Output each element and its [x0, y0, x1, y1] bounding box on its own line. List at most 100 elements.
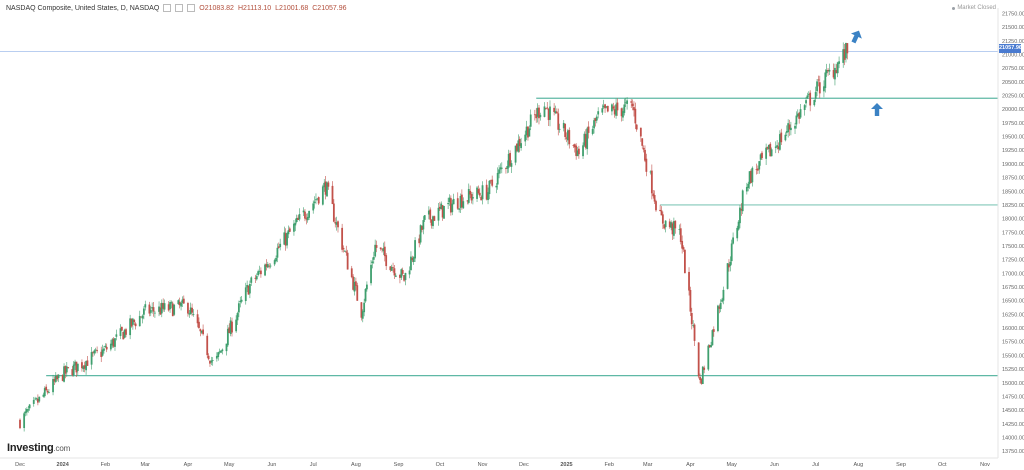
candle-body[interactable]: [312, 203, 315, 211]
candle-body[interactable]: [191, 307, 193, 313]
candle-body[interactable]: [111, 339, 114, 346]
candle-body[interactable]: [74, 361, 76, 366]
candle-body[interactable]: [689, 289, 692, 312]
candle-body[interactable]: [374, 244, 377, 257]
candle-body[interactable]: [327, 182, 330, 187]
candle-body[interactable]: [622, 111, 624, 118]
candle-body[interactable]: [664, 220, 667, 228]
candle-body[interactable]: [543, 106, 546, 117]
candle-body[interactable]: [288, 228, 291, 232]
candle-body[interactable]: [287, 230, 290, 235]
candle-body[interactable]: [297, 217, 299, 220]
candle-body[interactable]: [304, 211, 306, 219]
candle-body[interactable]: [255, 276, 258, 280]
candle-body[interactable]: [32, 399, 35, 404]
candle-body[interactable]: [210, 360, 213, 363]
candle-body[interactable]: [162, 303, 165, 309]
candle-body[interactable]: [565, 137, 568, 139]
candle-body[interactable]: [122, 331, 125, 340]
candle-body[interactable]: [103, 348, 105, 351]
candle-body[interactable]: [265, 264, 268, 267]
candle-body[interactable]: [606, 105, 609, 112]
candle-body[interactable]: [803, 105, 806, 111]
candle-body[interactable]: [144, 304, 147, 308]
candle-body[interactable]: [125, 329, 127, 335]
candle-body[interactable]: [105, 346, 108, 350]
candle-body[interactable]: [500, 167, 503, 169]
candle-body[interactable]: [192, 313, 195, 315]
candle-body[interactable]: [624, 102, 627, 104]
candle-body[interactable]: [564, 123, 567, 137]
candle-body[interactable]: [177, 300, 180, 305]
candle-body[interactable]: [65, 366, 68, 373]
candle-body[interactable]: [710, 344, 712, 348]
candle-body[interactable]: [568, 130, 571, 145]
candle-body[interactable]: [149, 309, 152, 313]
candle-body[interactable]: [293, 223, 295, 232]
candle-body[interactable]: [652, 193, 655, 197]
candle-body[interactable]: [770, 149, 773, 157]
candle-body[interactable]: [485, 184, 488, 200]
candle-body[interactable]: [722, 289, 725, 301]
candle-body[interactable]: [759, 154, 762, 160]
candle-body[interactable]: [449, 198, 452, 213]
candle-body[interactable]: [784, 134, 787, 141]
candle-body[interactable]: [649, 171, 652, 173]
candle-body[interactable]: [780, 132, 783, 143]
candle-body[interactable]: [634, 108, 637, 124]
candle-body[interactable]: [239, 300, 242, 303]
candle-body[interactable]: [313, 201, 316, 203]
candle-body[interactable]: [707, 345, 710, 370]
candle-body[interactable]: [273, 260, 276, 265]
candle-body[interactable]: [199, 329, 202, 332]
candle-body[interactable]: [181, 299, 184, 303]
candle-body[interactable]: [361, 311, 364, 319]
candle-body[interactable]: [575, 145, 578, 156]
candle-body[interactable]: [140, 316, 143, 318]
candle-body[interactable]: [160, 302, 163, 314]
candle-body[interactable]: [644, 149, 646, 161]
candle-body[interactable]: [75, 361, 78, 373]
candle-body[interactable]: [681, 240, 684, 249]
candle-body[interactable]: [382, 248, 385, 252]
candle-body[interactable]: [639, 127, 642, 137]
candle-body[interactable]: [495, 185, 498, 188]
candle-body[interactable]: [737, 221, 740, 230]
candle-body[interactable]: [24, 411, 27, 414]
candle-body[interactable]: [86, 360, 89, 366]
candle-body[interactable]: [836, 62, 839, 74]
candle-body[interactable]: [602, 105, 605, 108]
candle-body[interactable]: [524, 134, 527, 142]
candle-body[interactable]: [761, 152, 763, 159]
candle-body[interactable]: [535, 114, 538, 119]
instrument-title[interactable]: NASDAQ Composite, United States, D, NASD…: [6, 4, 160, 12]
candle-body[interactable]: [76, 363, 79, 371]
candle-body[interactable]: [536, 107, 539, 117]
candle-body[interactable]: [591, 129, 594, 134]
candle-body[interactable]: [38, 396, 41, 402]
candle-body[interactable]: [93, 350, 96, 354]
candle-body[interactable]: [796, 113, 799, 117]
candle-body[interactable]: [341, 227, 344, 250]
candle-body[interactable]: [728, 264, 730, 268]
candle-body[interactable]: [655, 201, 657, 211]
candle-body[interactable]: [112, 338, 115, 347]
candle-body[interactable]: [496, 172, 499, 185]
candle-body[interactable]: [35, 398, 38, 400]
candle-body[interactable]: [19, 419, 21, 429]
candle-body[interactable]: [385, 255, 388, 267]
candle-body[interactable]: [215, 355, 218, 359]
candle-body[interactable]: [342, 247, 345, 250]
candle-body[interactable]: [331, 185, 334, 205]
candle-body[interactable]: [809, 92, 812, 106]
candle-body[interactable]: [447, 203, 450, 205]
candle-body[interactable]: [411, 257, 414, 261]
candle-body[interactable]: [46, 390, 49, 393]
candle-body[interactable]: [53, 379, 56, 382]
candle-body[interactable]: [477, 189, 480, 194]
candle-body[interactable]: [421, 226, 423, 230]
candle-body[interactable]: [787, 123, 790, 133]
candle-body[interactable]: [134, 323, 137, 327]
candle-body[interactable]: [626, 100, 628, 104]
candle-body[interactable]: [645, 158, 648, 172]
